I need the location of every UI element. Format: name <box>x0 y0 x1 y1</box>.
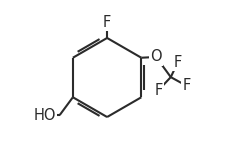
Text: F: F <box>154 83 163 98</box>
Text: F: F <box>174 55 182 70</box>
Text: F: F <box>182 78 190 93</box>
Text: HO: HO <box>34 108 56 123</box>
Text: O: O <box>150 49 162 64</box>
Text: F: F <box>103 15 111 30</box>
